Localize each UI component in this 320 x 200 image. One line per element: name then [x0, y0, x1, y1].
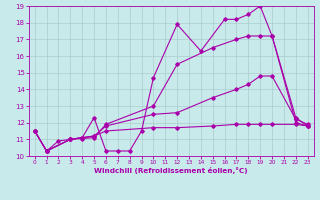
X-axis label: Windchill (Refroidissement éolien,°C): Windchill (Refroidissement éolien,°C): [94, 167, 248, 174]
